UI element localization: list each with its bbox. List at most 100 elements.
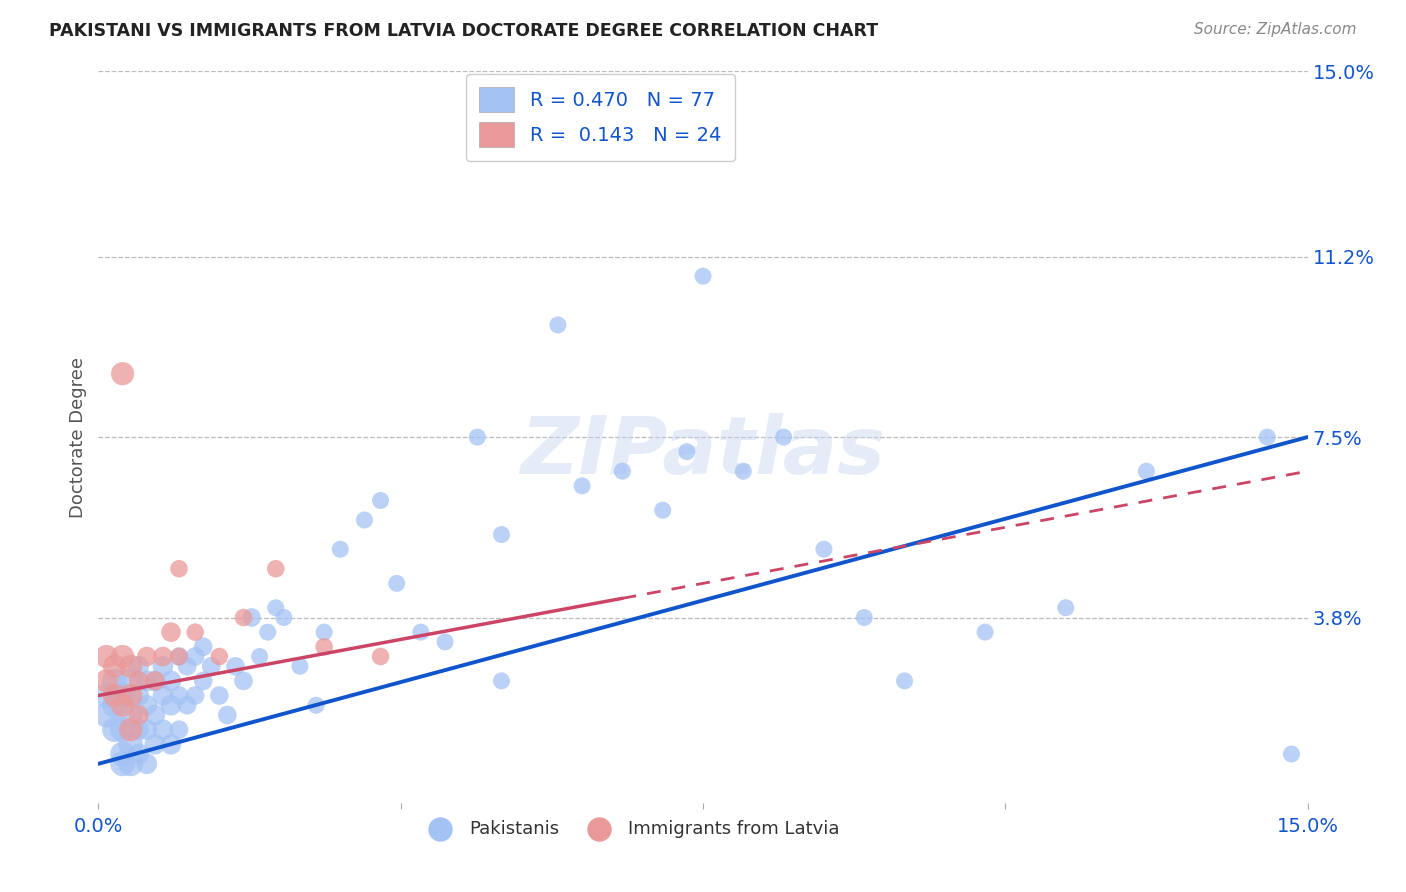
Point: [143, 673, 166, 688]
Point: [249, 649, 271, 664]
Point: [111, 723, 134, 737]
Point: [135, 723, 157, 737]
Point: [103, 723, 125, 737]
Point: [465, 430, 488, 444]
Point: [128, 673, 150, 688]
Point: [547, 318, 569, 332]
Point: [208, 649, 231, 664]
Point: [208, 689, 231, 703]
Point: [103, 698, 125, 713]
Point: [96, 649, 118, 664]
Point: [184, 625, 207, 640]
Point: [370, 493, 392, 508]
Point: [184, 689, 207, 703]
Point: [120, 723, 142, 737]
Point: [370, 649, 392, 664]
Point: [974, 625, 997, 640]
Point: [256, 625, 278, 640]
Point: [491, 673, 513, 688]
Point: [813, 542, 835, 557]
Point: [651, 503, 673, 517]
Point: [167, 723, 190, 737]
Point: [128, 708, 150, 723]
Point: [1281, 747, 1303, 761]
Point: [1054, 600, 1077, 615]
Point: [160, 673, 183, 688]
Point: [676, 444, 699, 458]
Point: [111, 649, 134, 664]
Point: [232, 673, 254, 688]
Point: [167, 649, 190, 664]
Point: [111, 689, 134, 703]
Point: [288, 659, 311, 673]
Point: [193, 640, 215, 654]
Point: [96, 689, 118, 703]
Point: [692, 269, 714, 284]
Point: [160, 737, 183, 751]
Point: [853, 610, 876, 624]
Point: [152, 649, 174, 664]
Point: [135, 756, 157, 771]
Point: [120, 737, 142, 751]
Legend: Pakistanis, Immigrants from Latvia: Pakistanis, Immigrants from Latvia: [415, 813, 846, 845]
Point: [167, 562, 190, 576]
Point: [135, 673, 157, 688]
Point: [120, 659, 142, 673]
Point: [772, 430, 794, 444]
Point: [143, 737, 166, 751]
Point: [103, 689, 125, 703]
Point: [135, 698, 157, 713]
Point: [143, 708, 166, 723]
Point: [167, 689, 190, 703]
Point: [264, 600, 287, 615]
Point: [264, 562, 287, 576]
Point: [314, 625, 336, 640]
Point: [160, 698, 183, 713]
Text: Source: ZipAtlas.com: Source: ZipAtlas.com: [1194, 22, 1357, 37]
Point: [184, 649, 207, 664]
Point: [491, 527, 513, 541]
Point: [96, 708, 118, 723]
Point: [128, 747, 150, 761]
Point: [128, 723, 150, 737]
Point: [167, 649, 190, 664]
Point: [152, 659, 174, 673]
Text: PAKISTANI VS IMMIGRANTS FROM LATVIA DOCTORATE DEGREE CORRELATION CHART: PAKISTANI VS IMMIGRANTS FROM LATVIA DOCT…: [49, 22, 879, 40]
Point: [200, 659, 222, 673]
Point: [1256, 430, 1278, 444]
Point: [1135, 464, 1157, 478]
Point: [143, 673, 166, 688]
Point: [120, 708, 142, 723]
Point: [135, 649, 157, 664]
Point: [353, 513, 375, 527]
Point: [385, 576, 408, 591]
Point: [176, 698, 198, 713]
Y-axis label: Doctorate Degree: Doctorate Degree: [69, 357, 87, 517]
Point: [103, 659, 125, 673]
Point: [111, 698, 134, 713]
Point: [571, 479, 593, 493]
Point: [409, 625, 432, 640]
Point: [314, 640, 336, 654]
Point: [733, 464, 755, 478]
Point: [893, 673, 915, 688]
Point: [305, 698, 328, 713]
Point: [217, 708, 239, 723]
Point: [96, 673, 118, 688]
Point: [111, 747, 134, 761]
Point: [240, 610, 263, 624]
Point: [120, 673, 142, 688]
Point: [612, 464, 634, 478]
Point: [128, 689, 150, 703]
Point: [224, 659, 246, 673]
Point: [120, 756, 142, 771]
Point: [160, 625, 183, 640]
Point: [176, 659, 198, 673]
Point: [128, 659, 150, 673]
Point: [193, 673, 215, 688]
Point: [232, 610, 254, 624]
Text: ZIPatlas: ZIPatlas: [520, 413, 886, 491]
Point: [152, 689, 174, 703]
Point: [111, 367, 134, 381]
Point: [103, 673, 125, 688]
